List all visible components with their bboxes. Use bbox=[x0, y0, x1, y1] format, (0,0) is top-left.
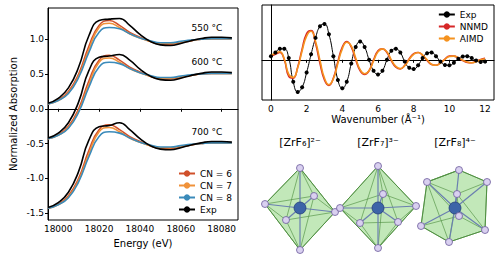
svg-text:18080: 18080 bbox=[207, 224, 236, 234]
svg-text:10: 10 bbox=[444, 104, 456, 114]
svg-text:12: 12 bbox=[479, 104, 490, 114]
svg-text:CN = 6: CN = 6 bbox=[200, 169, 232, 179]
svg-text:18040: 18040 bbox=[126, 224, 155, 234]
svg-text:[ZrF₇]³⁻: [ZrF₇]³⁻ bbox=[357, 136, 399, 149]
svg-text:[ZrF₈]⁴⁻: [ZrF₈]⁴⁻ bbox=[434, 136, 476, 149]
svg-text:4: 4 bbox=[339, 104, 345, 114]
svg-text:-0.5: -0.5 bbox=[26, 139, 44, 149]
svg-text:18020: 18020 bbox=[85, 224, 114, 234]
svg-text:-1.5: -1.5 bbox=[26, 208, 44, 218]
svg-text:CN = 8: CN = 8 bbox=[200, 193, 232, 203]
svg-text:550 °C: 550 °C bbox=[191, 23, 222, 33]
svg-text:8: 8 bbox=[411, 104, 417, 114]
svg-text:Exp: Exp bbox=[460, 10, 477, 20]
svg-text:Exp: Exp bbox=[200, 205, 217, 215]
svg-text:NNMD: NNMD bbox=[460, 22, 488, 32]
svg-text:Energy (eV): Energy (eV) bbox=[114, 238, 173, 249]
svg-text:18060: 18060 bbox=[166, 224, 195, 234]
svg-text:18000: 18000 bbox=[44, 224, 73, 234]
svg-text:0: 0 bbox=[268, 104, 274, 114]
svg-text:Wavenumber (Å⁻¹): Wavenumber (Å⁻¹) bbox=[331, 113, 425, 125]
svg-text:700 °C: 700 °C bbox=[191, 127, 222, 137]
svg-text:6: 6 bbox=[375, 104, 381, 114]
svg-text:-1.0: -1.0 bbox=[26, 173, 44, 183]
svg-text:0.5: 0.5 bbox=[30, 69, 44, 79]
svg-text:CN = 7: CN = 7 bbox=[200, 181, 232, 191]
svg-text:1.0: 1.0 bbox=[30, 34, 45, 44]
svg-text:0.0: 0.0 bbox=[30, 104, 45, 114]
svg-text:[ZrF₆]²⁻: [ZrF₆]²⁻ bbox=[279, 136, 321, 149]
svg-text:Normalized Absorption: Normalized Absorption bbox=[8, 57, 19, 171]
svg-text:2: 2 bbox=[304, 104, 310, 114]
svg-text:600 °C: 600 °C bbox=[191, 57, 222, 67]
svg-text:AIMD: AIMD bbox=[460, 34, 484, 44]
